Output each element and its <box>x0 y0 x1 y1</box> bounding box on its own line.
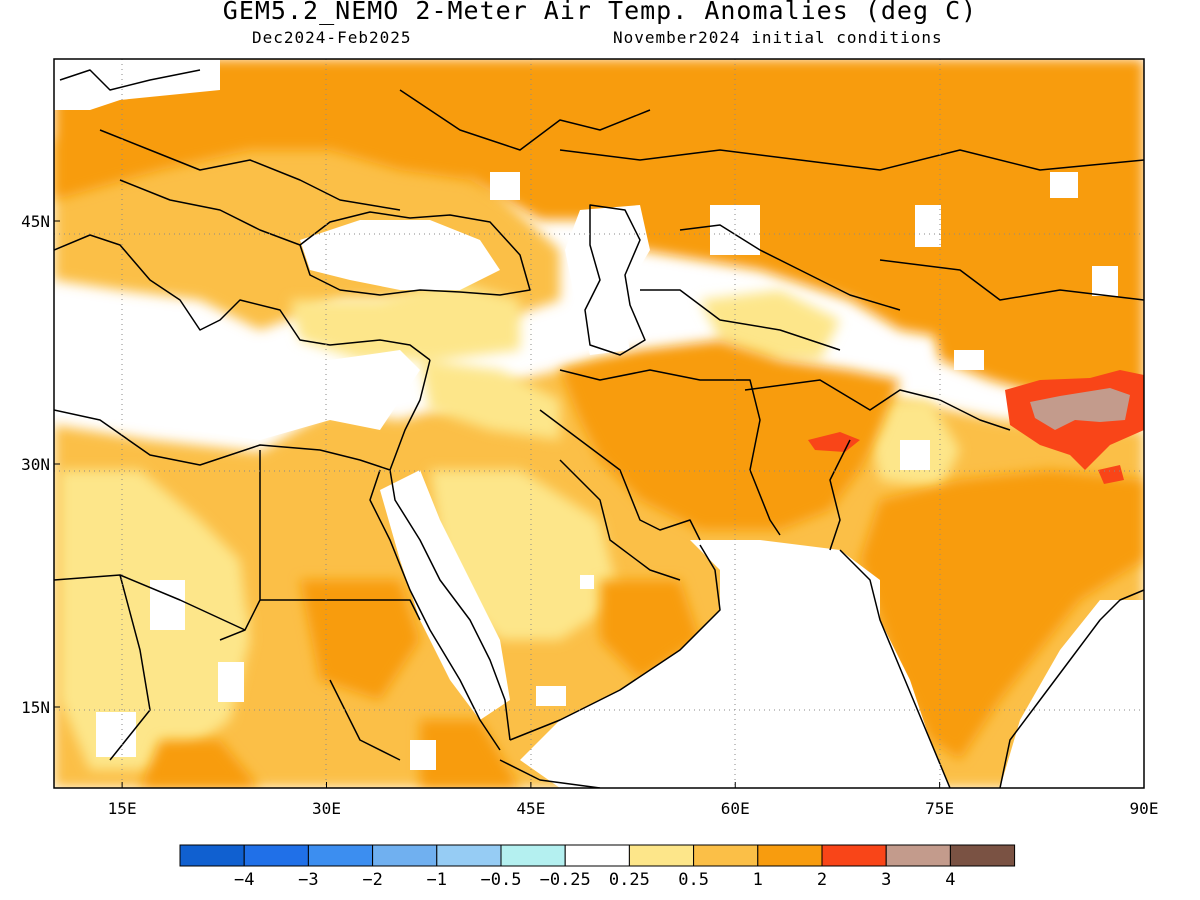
initial-conditions-label: November2024 initial conditions <box>613 28 943 47</box>
season-label: Dec2024-Feb2025 <box>252 28 412 47</box>
y-axis-ticks: 15N 30N 45N <box>21 212 60 717</box>
colorbar-label: −0.25 <box>540 870 591 890</box>
colorbar-swatch <box>243 844 309 867</box>
colorbar-swatch <box>307 844 374 867</box>
colorbar-label: 3 <box>881 870 891 890</box>
colorbar-label: 0.25 <box>609 870 650 890</box>
colorbar-swatch <box>500 844 566 867</box>
colorbar-label: −4 <box>234 870 254 890</box>
colorbar-label: −3 <box>298 870 318 890</box>
colorbar-label: 4 <box>945 870 955 890</box>
colorbar-swatch <box>436 844 502 867</box>
map-frame <box>53 58 1145 789</box>
map-area <box>54 59 1144 788</box>
x-axis-ticks: 15E 30E 45E 60E 75E 90E <box>108 782 1159 818</box>
colorbar-swatch <box>372 844 438 867</box>
colorbar-label: 2 <box>817 870 827 890</box>
x-tick-label: 30E <box>312 799 341 818</box>
x-tick-label: 15E <box>108 799 137 818</box>
colorbar-swatch <box>757 844 823 867</box>
anomaly-fill-3-4 <box>1030 388 1130 430</box>
coastlines-borders <box>54 69 1144 788</box>
y-tick-label: 15N <box>21 698 50 717</box>
x-tick-label: 90E <box>1130 799 1159 818</box>
colorbar-label: 0.5 <box>678 870 709 890</box>
x-tick-label: 75E <box>925 799 954 818</box>
colorbar-swatch <box>885 844 951 867</box>
near-zero-areas <box>54 59 1144 788</box>
y-tick-label: 30N <box>21 455 50 474</box>
colorbar-swatch <box>949 844 1016 867</box>
colorbar-label: −1 <box>427 870 447 890</box>
colorbar-swatch <box>628 844 695 867</box>
colorbar-label: −2 <box>362 870 382 890</box>
colorbar-swatch <box>564 844 630 867</box>
colorbar-label: 1 <box>753 870 763 890</box>
graticule <box>54 59 1144 788</box>
colorbar-swatch <box>693 844 759 867</box>
page-title: GEM5.2_NEMO 2-Meter Air Temp. Anomalies … <box>222 0 978 25</box>
colorbar-label: −0.5 <box>481 870 522 890</box>
x-tick-label: 45E <box>516 799 545 818</box>
colorbar-swatch <box>179 844 245 867</box>
colorbar-swatch <box>821 844 887 867</box>
y-tick-label: 45N <box>21 212 50 231</box>
x-tick-label: 60E <box>721 799 750 818</box>
colorbar: −4 −3 −2 −1 −0.5 −0.25 0.25 0.5 1 2 3 4 <box>179 844 1016 890</box>
